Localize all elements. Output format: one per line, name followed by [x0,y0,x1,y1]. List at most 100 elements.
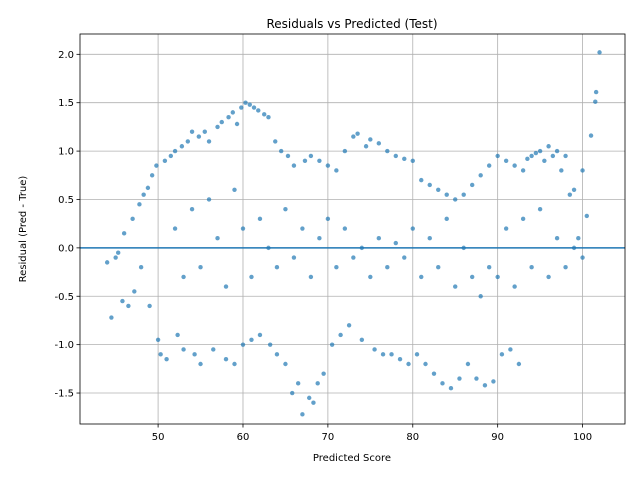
scatter-point [402,156,407,162]
scatter-point [290,390,295,396]
scatter-point [247,102,252,107]
scatter-point [448,385,454,391]
scatter-point [211,347,216,352]
scatter-point [537,206,543,212]
scatter-point [137,202,142,207]
scatter-point [482,383,488,388]
scatter-point [410,158,415,163]
scatter-point [465,361,471,367]
scatter-point [419,177,424,183]
scatter-point [243,100,248,105]
scatter-point [423,361,428,367]
x-tick-label: 50 [152,432,165,443]
plot-background [80,34,625,424]
scatter-point [251,105,257,110]
scatter-point [307,395,312,401]
scatter-point [300,412,305,417]
scatter-point [274,265,280,270]
scatter-point [580,168,585,173]
scatter-point [440,381,445,386]
scatter-point [172,226,178,231]
scatter-point [189,129,195,134]
plot-frame [79,33,626,425]
scatter-point [202,129,207,134]
scatter-point [266,115,271,120]
y-axis-ticks: -1.5 -1.0 -0.5 0.0 0.5 1.0 1.5 2.0 [54,50,80,400]
scatter-point [198,361,203,367]
scatter-point [226,115,231,120]
scatter-point [376,141,382,146]
scatter-point [311,400,316,405]
scatter-point [503,158,509,163]
scatter-point [474,376,479,381]
scatter-point [145,185,151,191]
scatter-point [240,226,246,231]
scatter-point [302,158,308,163]
scatter-point [346,323,352,328]
scatter-point [393,240,398,246]
scatter-point [162,158,168,163]
scatter-point [283,206,288,212]
scatter-point [342,226,348,231]
scatter-point [525,156,530,162]
scatter-point [495,153,500,159]
scatter-point [181,274,186,280]
scatter-point [389,352,394,357]
scatter-point [571,187,577,193]
scatter-point [262,112,267,117]
scatter-point [499,352,505,357]
scatter-point [215,235,220,241]
scatter-point [461,192,466,197]
scatter-point [563,153,568,159]
scatter-point [154,163,159,168]
scatter-point [597,50,602,55]
scatter-point [179,144,185,149]
y-tick-label: 0.5 [58,195,74,206]
scatter-point [427,182,432,188]
scatter-point [593,89,599,95]
scatter-point [363,144,369,149]
scatter-point [520,168,526,173]
y-tick-label: 0.0 [58,243,74,254]
scatter-point [478,294,483,299]
scatter-point [219,119,224,125]
scatter-point [116,250,121,255]
x-tick-label: 60 [237,432,250,443]
scatter-point [232,361,237,367]
scatter-point [516,361,522,367]
y-tick-label: -1.0 [54,340,74,351]
y-tick-label: -0.5 [54,292,74,303]
scatter-point [132,289,137,294]
scatter-point [121,231,127,236]
scatter-point [368,137,373,142]
scatter-point [351,255,356,260]
scatter-point [567,192,573,197]
scatter-point [491,379,496,384]
scatter-point [410,226,415,231]
scatter-point [198,265,203,270]
scatter-point [257,332,263,338]
scatter-point [469,182,475,188]
scatter-point [533,150,539,156]
scatter-point [189,206,195,212]
scatter-point [414,352,420,357]
scatter-point [593,99,598,104]
scatter-point [239,105,244,110]
scatter-point [453,197,458,202]
scatter-point [285,153,291,159]
scatter-point [334,265,339,270]
scatter-point [308,153,314,159]
scatter-point [576,235,581,241]
scatter-point [181,347,186,352]
scatter-point [230,110,236,115]
scatter-point [436,265,441,270]
scatter-point [192,352,197,357]
scatter-point [168,153,174,159]
x-tick-label: 80 [406,432,419,443]
scatter-point [427,235,432,241]
scatter-point [385,148,390,154]
scatter-point [240,342,246,347]
scatter-point [495,274,500,280]
scatter-point [232,187,237,193]
